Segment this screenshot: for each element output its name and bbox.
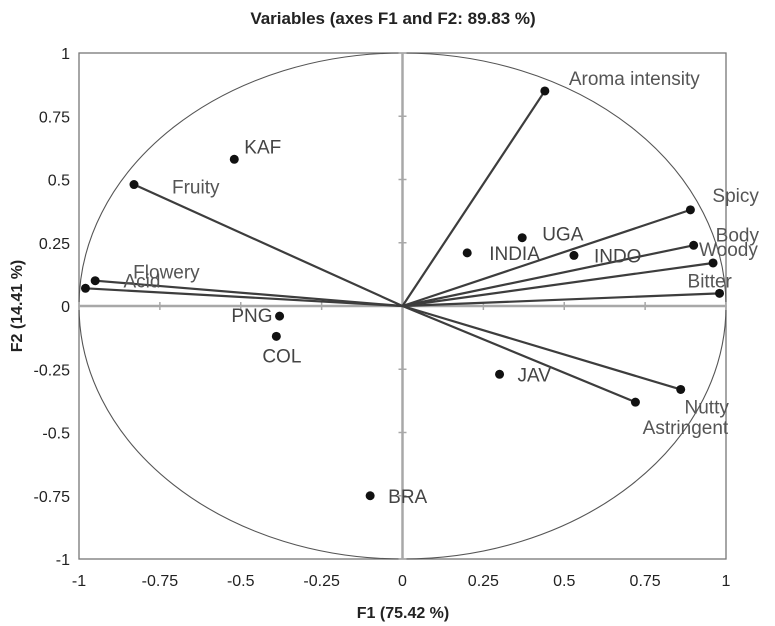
y-tick-label: -0.75 [34,489,71,506]
x-tick-label: -0.5 [227,573,255,590]
y-tick-label: 0.75 [39,109,70,126]
observation-label: COL [262,346,301,367]
variable-point [129,180,139,190]
variable-label: Aroma intensity [569,69,700,90]
variable-point [630,397,640,407]
variable-vector [402,304,636,404]
variable-vector [133,183,403,308]
x-tick-label: 0 [398,573,407,590]
y-tick-label: 0.5 [48,173,70,190]
y-tick-label: -0.5 [42,426,70,443]
variable-point [715,288,725,298]
chart-title: Variables (axes F1 and F2: 89.83 %) [250,9,535,28]
y-tick-label: 1 [61,46,70,63]
observation-label: JAV [518,365,552,386]
observation-label: INDO [594,246,642,267]
variable-label: Acid [123,271,160,292]
variable-label: Nutty [685,397,730,418]
variable-vector [402,292,720,308]
variable-vector [402,304,682,391]
observation-point [569,250,579,260]
y-axis-title: F2 (14.41 %) [9,260,26,352]
plot-area: -1 -0.75 -0.5 -0.25 0 0.25 0.5 0.75 1 1 0.75 0.5 0.2… [34,46,760,590]
variable-vector [95,279,403,308]
variable-point [708,258,718,268]
observation-point [462,248,472,258]
variable-label: Body [716,225,760,246]
x-axis-title: F1 (75.42 %) [357,605,449,622]
observation-point [365,491,375,501]
y-tick-label: -0.25 [34,362,71,379]
observation-label: INDIA [489,244,540,265]
x-tick-label: 0.5 [553,573,575,590]
observation-label: UGA [542,225,584,246]
variable-point [80,283,90,293]
observation-point [495,369,505,379]
x-tick-label: -0.25 [303,573,340,590]
y-tick-label: 0.25 [39,236,70,253]
x-tick-label: 1 [722,573,731,590]
variable-point [90,276,100,286]
variable-vector [402,261,714,308]
observation-label: KAF [244,137,281,158]
observation-point [271,331,281,341]
observation-label: BRA [388,487,427,508]
observation-label: PNG [231,306,272,327]
x-tick-label: -1 [72,573,86,590]
observation-point [517,233,527,243]
variable-label: Fruity [172,178,220,199]
y-tick-label: -1 [56,552,70,569]
variable-vector [402,208,691,308]
x-tick-label: 0.75 [630,573,661,590]
variable-point [689,240,699,250]
variable-label: Flowery [133,263,200,284]
variable-label: Woody [699,240,758,261]
observation-point [229,154,239,164]
variable-point [540,86,550,96]
variable-label: Spicy [712,186,759,207]
x-tick-label: 0.25 [468,573,499,590]
variable-point [676,384,686,394]
variable-vector [401,90,546,307]
y-tick-label: 0 [61,299,70,316]
variable-point [685,205,695,215]
x-tick-label: -0.75 [142,573,179,590]
variable-label: Astringent [643,418,729,439]
variable-vector [85,287,403,308]
variable-label: Bitter [688,271,733,292]
variable-vector [402,244,694,308]
observation-point [275,311,285,321]
